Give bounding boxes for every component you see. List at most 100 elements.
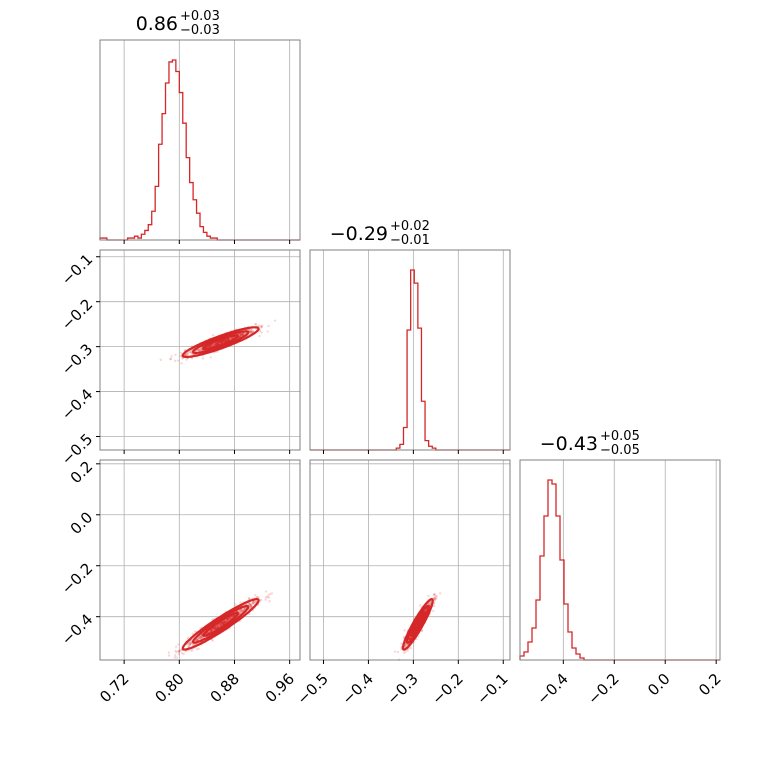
sample-point (402, 636, 406, 639)
sample-point (220, 622, 223, 625)
title-param-1: −0.29 +0.02−0.01 (330, 219, 430, 248)
sample-point (199, 347, 203, 350)
title-param-0: 0.86 +0.03−0.03 (136, 9, 220, 38)
sample-point (217, 341, 220, 344)
sample-point (213, 627, 216, 631)
sample-point (432, 593, 436, 596)
sample-point (191, 648, 194, 651)
title-upper-error: +0.03 (180, 9, 220, 24)
sample-point (438, 592, 442, 595)
sample-point (209, 629, 212, 632)
sample-point (189, 642, 192, 646)
y-tick-label: −0.2 (58, 559, 96, 597)
sample-point (185, 358, 188, 361)
y-tick-label: −0.4 (58, 610, 96, 648)
sample-point (200, 348, 203, 351)
sample-point (208, 345, 211, 348)
sample-point (195, 648, 199, 651)
sample-point (213, 343, 216, 346)
panel-frame (99, 249, 301, 451)
sample-point (416, 623, 419, 627)
sample-point (251, 330, 254, 334)
sample-point (219, 341, 223, 344)
x-tick-label: −0.2 (584, 670, 622, 708)
sample-point (250, 603, 253, 606)
sample-point (226, 338, 230, 342)
sample-point (408, 637, 411, 641)
sample-point (186, 352, 190, 355)
sample-point (210, 629, 213, 632)
sample-point (210, 629, 213, 632)
sample-point (432, 604, 436, 608)
x-tick-label: 0.88 (207, 670, 243, 706)
sample-point (414, 626, 417, 629)
sample-point (220, 339, 224, 343)
sample-point (223, 339, 226, 343)
sample-point (264, 598, 267, 601)
sample-point (213, 626, 217, 630)
sample-point (221, 621, 225, 625)
sample-point (248, 330, 252, 334)
sample-point (225, 339, 229, 342)
sample-point (396, 650, 400, 654)
sample-point (221, 622, 224, 625)
sample-point (241, 332, 245, 335)
sample-point (159, 358, 162, 362)
sample-point (211, 627, 214, 631)
sample-point (416, 623, 419, 626)
sample-point (189, 641, 193, 645)
sample-point (177, 652, 180, 656)
sample-point (238, 332, 241, 336)
panel-frame (519, 459, 721, 661)
sample-point (213, 627, 216, 630)
sample-point (416, 622, 420, 626)
sample-point (415, 625, 418, 628)
sample-point (225, 619, 228, 623)
sample-point (433, 593, 436, 596)
title-median: −0.29 (330, 223, 388, 245)
contour-0-1 (191, 330, 250, 354)
sample-point (239, 334, 243, 337)
sample-point (209, 344, 212, 348)
sample-point (197, 349, 201, 352)
sample-point (429, 601, 432, 605)
contour-1-2 (409, 611, 426, 637)
sample-point (201, 357, 205, 360)
x-tick-label: −0.4 (338, 670, 376, 708)
sample-point (216, 341, 220, 344)
sample-point (227, 338, 230, 341)
sample-point (174, 654, 177, 657)
sample-point (199, 634, 202, 637)
sample-point (258, 329, 262, 333)
title-lower-error: −0.01 (390, 233, 430, 248)
sample-point (227, 338, 230, 341)
sample-point (185, 353, 188, 356)
sample-point (186, 636, 190, 640)
sample-point (223, 620, 226, 623)
sample-point (182, 652, 185, 656)
sample-point (213, 343, 217, 346)
sample-point (254, 594, 257, 597)
sample-point (434, 598, 437, 601)
sample-point (214, 626, 217, 629)
sample-point (267, 596, 271, 599)
sample-point (242, 332, 246, 335)
sample-point (227, 617, 231, 620)
sample-point (223, 621, 227, 624)
sample-point (432, 597, 436, 600)
sample-point (239, 609, 242, 613)
sample-point (226, 338, 229, 341)
sample-point (187, 645, 190, 648)
sample-point (230, 336, 234, 340)
sample-point (198, 348, 201, 351)
sample-point (176, 650, 180, 653)
panel-2-2: −0.4 −0.2 0.0 0.2 (519, 459, 725, 708)
sample-point (215, 626, 218, 629)
sample-point (222, 620, 226, 624)
sample-point (222, 620, 226, 624)
sample-point (417, 622, 420, 625)
sample-point (197, 636, 200, 640)
contour-1-2 (401, 597, 434, 651)
sample-point (212, 627, 215, 630)
sample-point (223, 339, 226, 343)
